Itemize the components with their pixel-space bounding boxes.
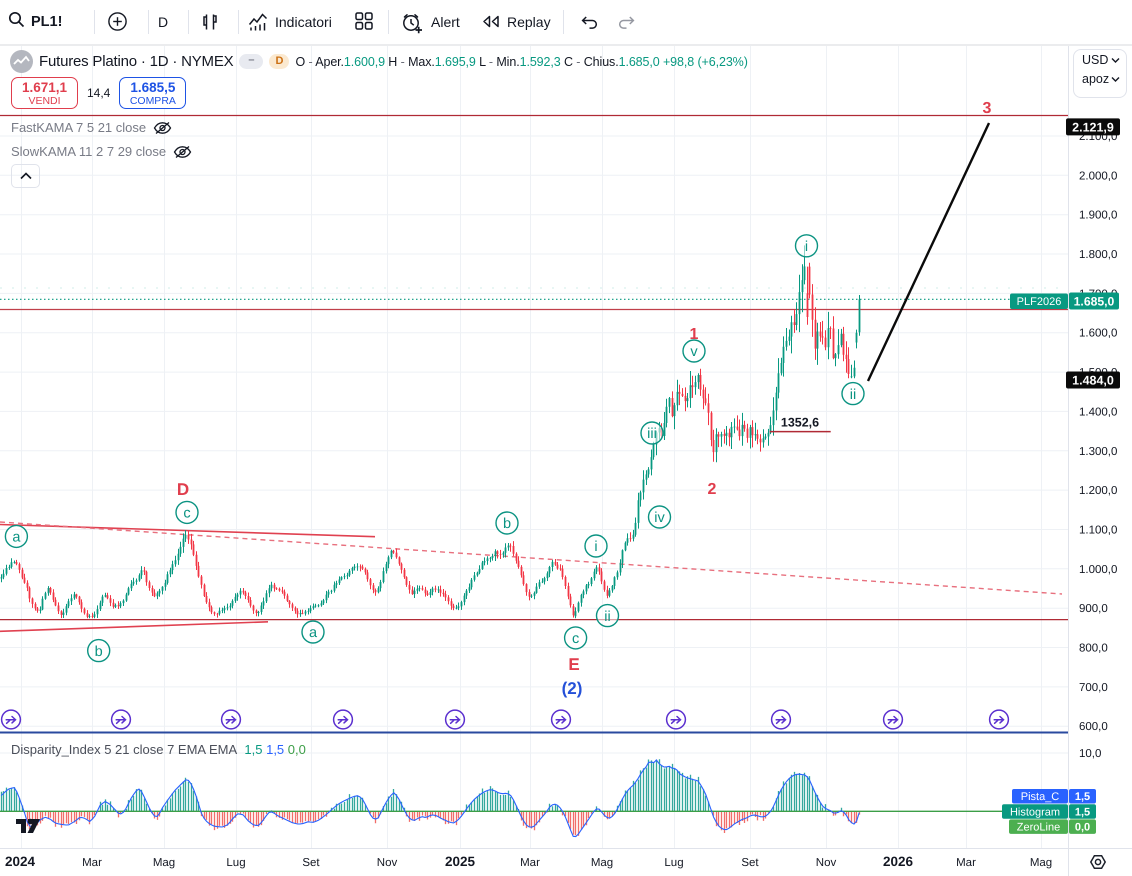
- svg-text:iii: iii: [647, 426, 657, 442]
- svg-text:3: 3: [983, 100, 992, 117]
- svg-text:b: b: [503, 516, 511, 532]
- svg-text:Nov: Nov: [816, 857, 837, 869]
- svg-text:Histogram: Histogram: [1010, 806, 1060, 818]
- svg-text:1.685,0: 1.685,0: [1074, 294, 1115, 308]
- svg-text:2: 2: [708, 481, 717, 498]
- svg-text:1.400,0: 1.400,0: [1079, 406, 1117, 418]
- svg-text:ZeroLine: ZeroLine: [1017, 822, 1060, 834]
- svg-text:1.300,0: 1.300,0: [1079, 446, 1117, 458]
- svg-text:Nov: Nov: [377, 857, 398, 869]
- svg-text:700,0: 700,0: [1079, 682, 1108, 694]
- svg-text:1.200,0: 1.200,0: [1079, 485, 1117, 497]
- svg-text:ii: ii: [850, 387, 856, 403]
- svg-text:Mar: Mar: [956, 857, 976, 869]
- svg-text:1.100,0: 1.100,0: [1079, 525, 1117, 537]
- svg-text:PLF2026: PLF2026: [1017, 296, 1062, 308]
- svg-text:c: c: [572, 631, 579, 647]
- svg-text:D: D: [177, 480, 189, 499]
- svg-text:b: b: [95, 644, 103, 660]
- svg-text:Mar: Mar: [82, 857, 102, 869]
- svg-text:c: c: [183, 506, 190, 522]
- svg-text:1352,6: 1352,6: [781, 416, 819, 430]
- svg-text:1.000,0: 1.000,0: [1079, 564, 1117, 576]
- svg-text:900,0: 900,0: [1079, 603, 1108, 615]
- svg-text:Mag: Mag: [1030, 857, 1052, 869]
- svg-text:v: v: [690, 344, 698, 360]
- svg-text:a: a: [12, 530, 21, 546]
- svg-text:0,0: 0,0: [1075, 822, 1090, 834]
- svg-text:2025: 2025: [445, 854, 476, 869]
- svg-text:2024: 2024: [5, 854, 36, 869]
- svg-text:Lug: Lug: [664, 857, 683, 869]
- svg-text:600,0: 600,0: [1079, 721, 1108, 733]
- svg-text:1,5: 1,5: [1075, 806, 1090, 818]
- svg-text:Set: Set: [741, 857, 759, 869]
- svg-text:i: i: [594, 539, 597, 555]
- svg-text:Lug: Lug: [226, 857, 245, 869]
- svg-text:Set: Set: [302, 857, 320, 869]
- svg-text:10,0: 10,0: [1079, 748, 1101, 760]
- svg-text:2026: 2026: [883, 854, 914, 869]
- svg-text:1: 1: [690, 326, 699, 343]
- svg-text:2.121,9: 2.121,9: [1072, 120, 1114, 134]
- svg-text:800,0: 800,0: [1079, 643, 1108, 655]
- svg-text:1.600,0: 1.600,0: [1079, 328, 1117, 340]
- svg-text:Mag: Mag: [591, 857, 613, 869]
- svg-text:Mar: Mar: [520, 857, 540, 869]
- svg-text:1,5: 1,5: [1075, 791, 1090, 803]
- svg-text:iv: iv: [654, 510, 665, 526]
- svg-text:Mag: Mag: [153, 857, 175, 869]
- svg-text:1.484,0: 1.484,0: [1072, 374, 1114, 388]
- svg-text:1.900,0: 1.900,0: [1079, 210, 1117, 222]
- svg-text:E: E: [568, 655, 579, 674]
- svg-text:Pista_C: Pista_C: [1021, 791, 1060, 803]
- svg-text:i: i: [805, 239, 808, 255]
- svg-text:(2): (2): [562, 679, 583, 698]
- svg-text:a: a: [309, 625, 318, 641]
- svg-text:1.800,0: 1.800,0: [1079, 249, 1117, 261]
- svg-text:ii: ii: [604, 609, 610, 625]
- svg-text:2.000,0: 2.000,0: [1079, 170, 1117, 182]
